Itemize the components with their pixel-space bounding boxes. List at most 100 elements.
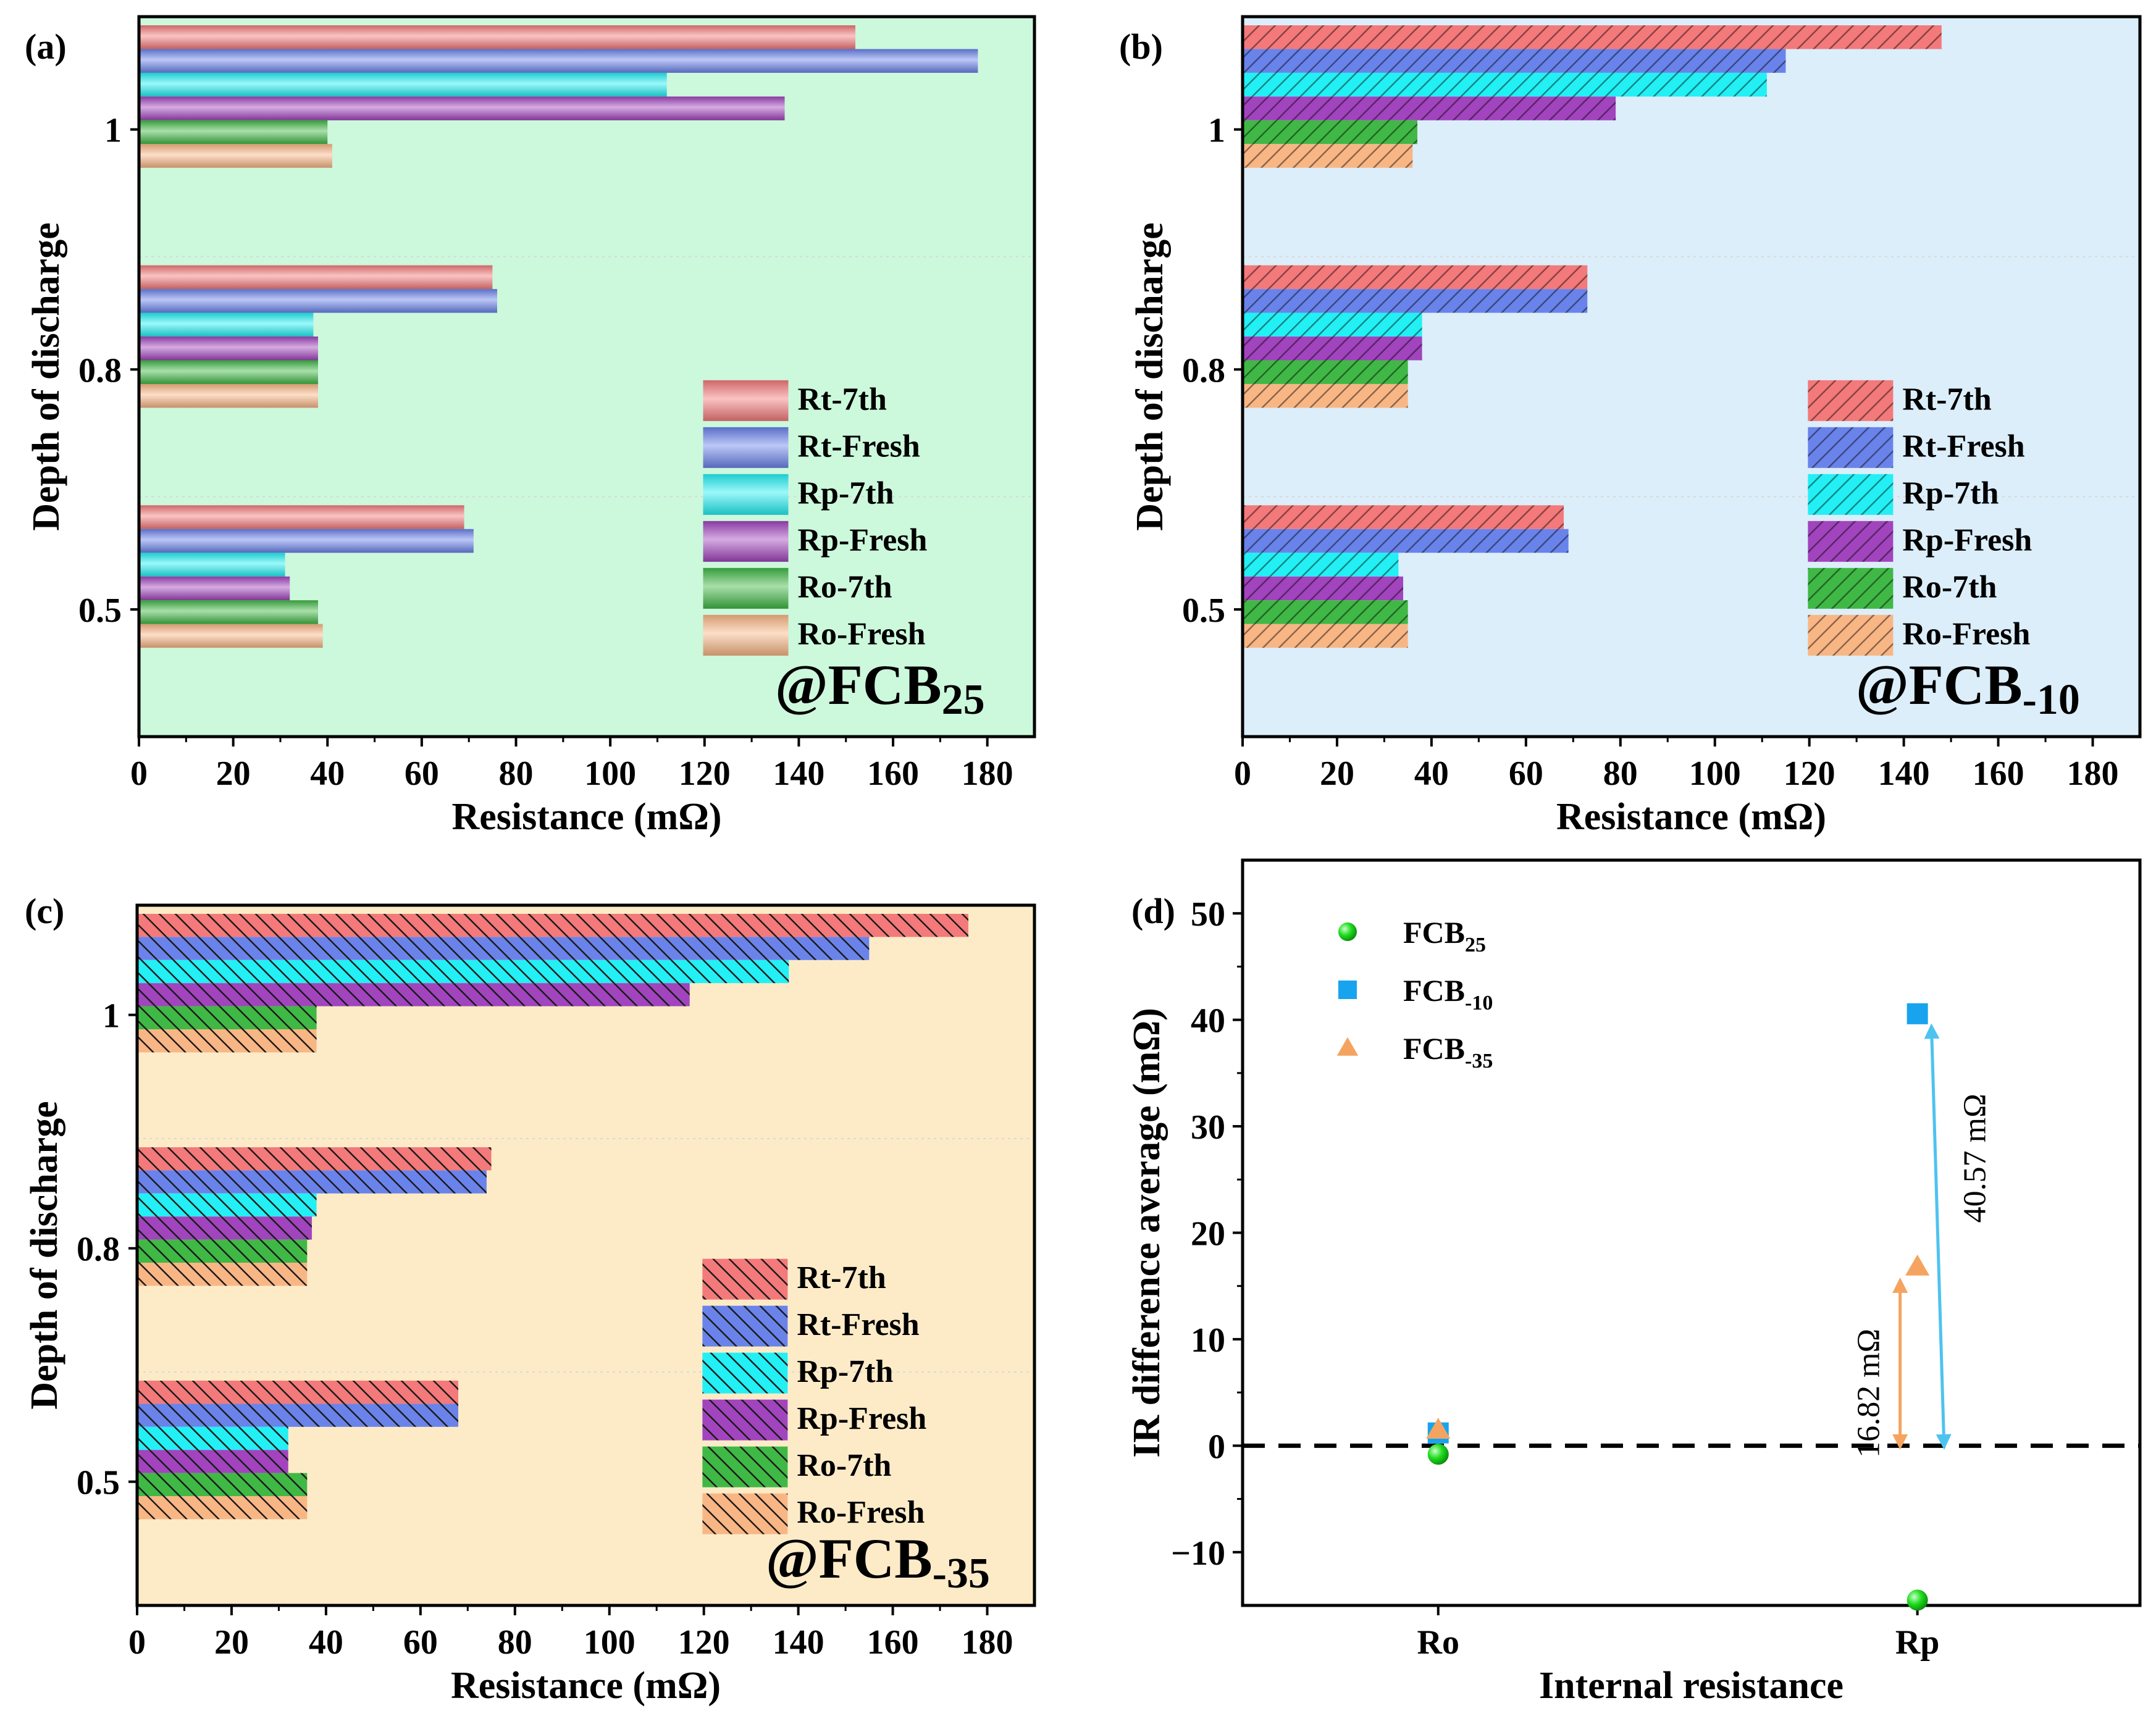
x-tick-label: 60 (405, 755, 439, 793)
x-tick-label: 160 (1973, 755, 2024, 793)
x-axis-label: Resistance (mΩ) (451, 796, 721, 838)
bar-ro-7th-dod-0-5 (139, 600, 318, 624)
panel-annotation: @FCB-35 (766, 1527, 990, 1597)
bar-rp-7th-dod-1 (137, 960, 789, 984)
y-tick-label: 0.8 (77, 1231, 120, 1269)
legend-swatch-ro-7th (703, 567, 789, 609)
point-fcb25-ro (1427, 1444, 1449, 1465)
y-tick-label: 30 (1191, 1108, 1225, 1147)
y-axis-label: Depth of discharge (25, 222, 67, 530)
legend-swatch-rt-fresh (703, 427, 789, 468)
bar-rp-fresh-dod-0-5 (1243, 576, 1404, 601)
bar-rp-7th-dod-0-8 (1243, 312, 1422, 337)
legend-swatch-rt-fresh (702, 1305, 788, 1347)
x-tick-label: 80 (498, 1623, 532, 1662)
bar-rt-fresh-dod-0-8 (139, 289, 497, 313)
legend-label-fcb-10: FCB-10 (1403, 973, 1493, 1014)
bar-rt-7th-dod-1 (1243, 25, 1942, 49)
legend-label-ro-fresh: Ro-Fresh (1902, 616, 2030, 651)
x-axis-label: Resistance (mΩ) (451, 1665, 721, 1707)
x-tick-label-rp: Rp (1895, 1623, 1940, 1662)
bar-rt-7th-dod-0-5 (137, 1381, 459, 1404)
x-tick-label: 180 (2067, 755, 2119, 793)
annotation-label-40-57: 40.57 mΩ (1958, 1094, 1993, 1223)
legend-label-rt-fresh: Rt-Fresh (797, 1307, 919, 1342)
point-fcb-35-ro (1426, 1417, 1451, 1439)
legend-swatch-rp-fresh (702, 1399, 788, 1441)
legend-label-rt-7th: Rt-7th (798, 382, 887, 417)
y-tick-label: 10 (1191, 1321, 1225, 1360)
legend-swatch-ro-7th (702, 1446, 788, 1487)
panel-label: (c) (25, 891, 64, 931)
legend-label-rt-fresh: Rt-Fresh (798, 429, 920, 464)
bar-rp-7th-dod-0-8 (139, 312, 314, 337)
legend-swatch-rt-7th (703, 380, 789, 421)
legend-swatch-ro-fresh (1808, 614, 1894, 656)
bar-ro-fresh-dod-1 (139, 144, 332, 168)
legend-label-fcb25: FCB25 (1403, 915, 1486, 956)
legend-swatch-rp-fresh (1808, 521, 1894, 562)
bar-rt-fresh-dod-0-5 (137, 1404, 459, 1427)
bar-rt-7th-dod-0-8 (1243, 265, 1588, 290)
bar-rt-fresh-dod-1 (1243, 49, 1786, 73)
y-axis-label: Depth of discharge (23, 1101, 65, 1409)
bar-ro-fresh-dod-1 (137, 1029, 317, 1053)
plot-frame (1241, 15, 2142, 738)
x-axis-label: Internal resistance (1539, 1665, 1844, 1707)
legend-label-rp-7th: Rp-7th (797, 1354, 893, 1389)
y-tick-label: 0 (1208, 1428, 1225, 1466)
bar-ro-fresh-dod-0-8 (139, 383, 318, 408)
x-tick-label: 100 (584, 755, 636, 793)
legend-label-rt-fresh: Rt-Fresh (1902, 429, 2024, 464)
bar-rp-fresh-dod-0-8 (1243, 337, 1422, 361)
legend-marker-fcb-35 (1336, 1037, 1359, 1056)
legend-label-ro-fresh: Ro-Fresh (798, 616, 926, 651)
bar-rt-fresh-dod-0-5 (139, 529, 474, 553)
y-tick-label: 0.5 (77, 1464, 120, 1502)
x-tick-label: 140 (773, 755, 824, 793)
legend-label-fcb-35: FCB-35 (1403, 1031, 1493, 1073)
bar-rt-fresh-dod-1 (139, 49, 978, 73)
legend-label-ro-7th: Ro-7th (798, 569, 892, 604)
legend-swatch-rp-7th (702, 1352, 788, 1394)
x-tick-label: 80 (1603, 755, 1638, 793)
y-tick-label: 1 (103, 997, 120, 1035)
bar-rp-7th-dod-1 (139, 72, 667, 97)
legend-swatch-rp-fresh (703, 521, 789, 562)
bar-ro-7th-dod-0-5 (1243, 600, 1408, 624)
x-tick-label: 140 (773, 1623, 824, 1662)
bar-rt-fresh-dod-1 (137, 937, 870, 960)
legend-swatch-rp-7th (703, 474, 789, 515)
panel-c-bar-chart: 1 0.8 0.5 0 20 40 60 80 100 120 140 160 180 Resistanc… (23, 891, 1036, 1707)
y-tick-label: 0.5 (1182, 592, 1225, 630)
annotation-arrow-40-57 (1924, 1023, 1952, 1450)
x-tick-label: 40 (310, 755, 345, 793)
bar-rt-7th-dod-0-5 (1243, 505, 1564, 529)
bar-ro-7th-dod-0-8 (1243, 360, 1408, 384)
legend-swatch-rp-7th (1808, 474, 1894, 515)
panel-a-bar-chart: 1 0.8 0.5 0 20 40 60 80 100 120 140 160 180 Resistanc… (25, 15, 1036, 838)
bar-rt-7th-dod-0-8 (139, 265, 493, 290)
bar-rp-fresh-dod-1 (137, 983, 690, 1006)
bar-ro-7th-dod-0-8 (139, 360, 318, 384)
legend-swatch-rt-7th (1808, 380, 1894, 421)
y-axis-label: Depth of discharge (1129, 222, 1171, 530)
x-tick-label: 180 (962, 1623, 1013, 1662)
bar-rp-fresh-dod-0-8 (137, 1216, 312, 1240)
x-tick-label: 20 (214, 1623, 249, 1662)
x-tick-label-ro: Ro (1417, 1623, 1459, 1662)
bar-rp-7th-dod-1 (1243, 72, 1767, 97)
bar-ro-fresh-dod-0-8 (1243, 383, 1408, 408)
panel-label: (b) (1119, 27, 1163, 67)
panel-d-scatter-chart: −10 0 10 20 30 40 50 Ro Rp Internal resistance IR … (1126, 858, 2142, 1707)
y-axis-label: IR difference average (mΩ) (1126, 1008, 1168, 1458)
bar-ro-7th-dod-0-8 (137, 1239, 308, 1263)
legend-swatch-ro-fresh (702, 1493, 788, 1534)
y-tick-label: 1 (1208, 112, 1225, 150)
panel-annotation: @FCB-10 (1856, 653, 2080, 724)
bar-rp-fresh-dod-0-8 (139, 337, 318, 361)
bar-rp-fresh-dod-0-5 (139, 576, 290, 601)
legend-label-rp-7th: Rp-7th (798, 475, 894, 511)
y-tick-label: 40 (1191, 1002, 1225, 1040)
